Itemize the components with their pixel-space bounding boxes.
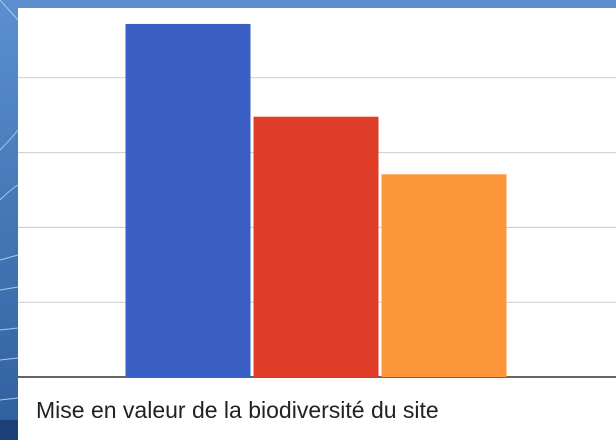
- x-tick-label: Mise en valeur de la biodiversité du sit…: [36, 397, 439, 423]
- bar: [125, 23, 251, 377]
- decoration: [0, 420, 18, 440]
- bar: [253, 116, 379, 378]
- bar: [381, 174, 507, 377]
- decoration: [0, 0, 19, 401]
